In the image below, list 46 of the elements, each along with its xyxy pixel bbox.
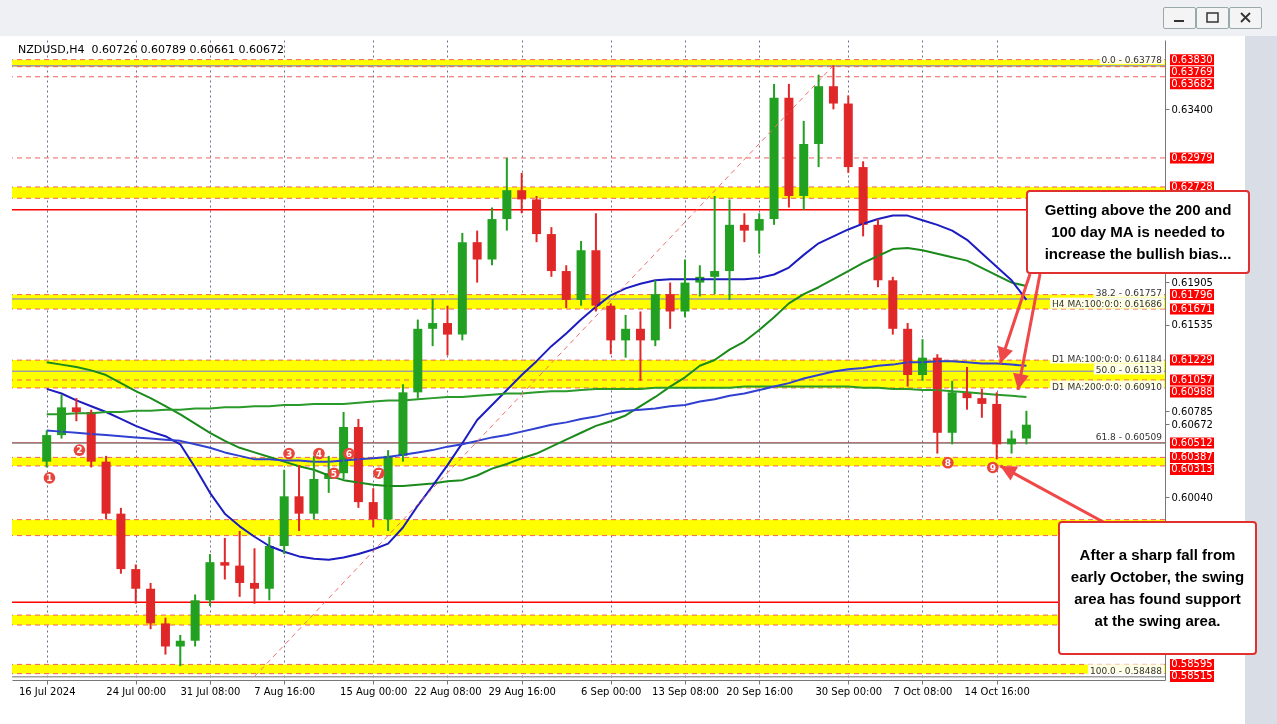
ref-line-label: 0.60988 bbox=[1171, 385, 1213, 397]
y-tick-label: 0.63400 bbox=[1171, 103, 1213, 115]
annotation: 100.0 - 0.58488 bbox=[1090, 665, 1163, 676]
ref-line-label: 0.62979 bbox=[1171, 151, 1213, 163]
x-tick-label: 15 Aug 00:00 bbox=[340, 685, 408, 697]
annotation: H4 MA:100:0:0: 0.61686 bbox=[1052, 299, 1163, 310]
x-tick-label: 24 Jul 00:00 bbox=[106, 685, 167, 697]
chart-title: NZDUSD,H4 0.60726 0.60789 0.60661 0.60672 bbox=[18, 43, 284, 56]
x-tick-label: 31 Jul 08:00 bbox=[180, 685, 241, 697]
ref-line-label: 0.63769 bbox=[1171, 65, 1213, 77]
line-series bbox=[45, 246, 1028, 487]
candlestick bbox=[220, 536, 230, 581]
annotation: 38.2 - 0.61757 bbox=[1095, 288, 1162, 299]
annotation: 0.0 - 0.63778 bbox=[1101, 54, 1163, 65]
x-tick-label: 6 Sep 00:00 bbox=[581, 685, 642, 697]
x-tick-label: 30 Sep 00:00 bbox=[815, 685, 883, 697]
x-tick-label: 16 Jul 2024 bbox=[18, 685, 76, 697]
x-tick-label: 29 Aug 16:00 bbox=[488, 685, 556, 697]
ref-line-label: 0.61671 bbox=[1171, 303, 1213, 315]
ref-line-label: 0.63682 bbox=[1171, 77, 1213, 89]
annotation: 50.0 - 0.61133 bbox=[1095, 365, 1162, 375]
ref-line-label: 0.58595 bbox=[1171, 658, 1213, 670]
ref-line-label: 0.61057 bbox=[1171, 373, 1213, 385]
text: D1 MA:100:0:0: 0.61184 bbox=[1051, 354, 1163, 364]
y-tick-label: 0.60672 bbox=[1171, 418, 1213, 430]
ref-line-label: 0.60313 bbox=[1171, 463, 1213, 475]
x-tick-label: 20 Sep 16:00 bbox=[726, 685, 794, 697]
ref-line-label: 0.61796 bbox=[1171, 288, 1213, 300]
ref-line-label: 0.62728 bbox=[1171, 180, 1213, 192]
x-tick-label: 7 Oct 08:00 bbox=[893, 685, 953, 697]
x-tick-label: 22 Aug 08:00 bbox=[414, 685, 482, 697]
annotation: 61.8 - 0.60509 bbox=[1095, 432, 1163, 443]
text: D1 MA:200:0:0: 0.60910 bbox=[1051, 382, 1163, 392]
y-tick-label: 0.60040 bbox=[1171, 491, 1213, 503]
x-tick-label: 14 Oct 16:00 bbox=[964, 685, 1030, 697]
x-tick-label: 7 Aug 16:00 bbox=[254, 685, 316, 697]
x-tick-label: 13 Sep 08:00 bbox=[652, 685, 719, 697]
ref-line-label: 0.58515 bbox=[1171, 670, 1213, 682]
ref-line-label: 0.60387 bbox=[1171, 451, 1213, 463]
y-tick-label: 0.61905 bbox=[1171, 276, 1213, 288]
y-tick-label: 0.61535 bbox=[1171, 319, 1213, 331]
y-tick-label: 0.60785 bbox=[1171, 405, 1213, 417]
line-series bbox=[45, 214, 1028, 561]
ref-line-label: 0.60512 bbox=[1171, 436, 1213, 448]
ref-line-label: 0.61229 bbox=[1171, 354, 1213, 366]
ref-line-label: 0.63830 bbox=[1171, 53, 1213, 65]
